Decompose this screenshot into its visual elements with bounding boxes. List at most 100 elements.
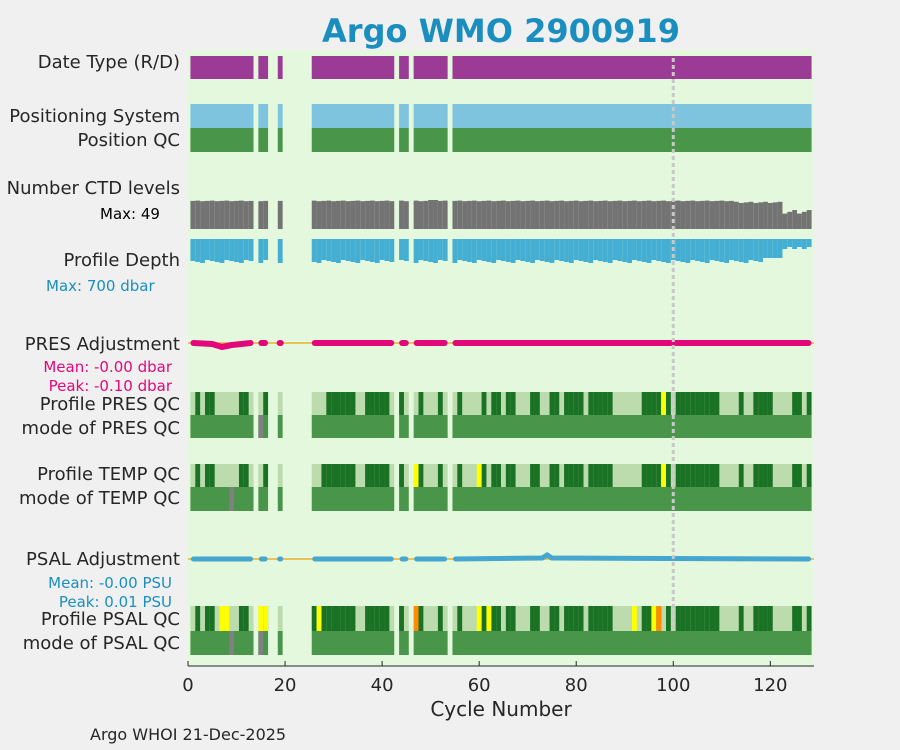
ctd-level-bar xyxy=(704,200,710,229)
qc-mixed-bar xyxy=(792,606,798,631)
ctd-level-bar xyxy=(374,201,380,229)
qc-mixed-bar xyxy=(263,392,269,415)
ctd-level-bar xyxy=(219,200,225,229)
profile-depth-bar xyxy=(695,239,700,261)
qc-mixed-bar xyxy=(496,464,501,487)
chart-title: Argo WMO 2900919 xyxy=(322,12,680,50)
qc-mixed-bar xyxy=(651,464,657,487)
ctd-level-bar xyxy=(544,200,550,229)
ctd-level-bar xyxy=(573,200,579,229)
ctd-level-bar xyxy=(369,200,375,229)
profile-depth-bar xyxy=(568,239,574,263)
qc-flagged-bar xyxy=(263,606,269,631)
ctd-level-bar xyxy=(442,200,448,229)
profile-depth-bar xyxy=(350,239,356,262)
profile-depth-bar xyxy=(758,239,764,262)
ctd-level-bar xyxy=(462,201,468,229)
ctd-level-bar xyxy=(777,201,783,229)
mode-qc-bar xyxy=(452,487,812,511)
ctd-max-label: Max: 49 xyxy=(100,205,160,223)
ctd-level-bar xyxy=(486,200,492,229)
qc-mixed-bar xyxy=(209,392,215,415)
qc-mixed-bar xyxy=(680,392,686,415)
ctd-level-bar xyxy=(433,200,438,229)
ctd-level-bar xyxy=(651,201,657,229)
date-type-bar xyxy=(399,56,409,79)
qc-mixed-bar xyxy=(646,606,652,631)
qc-mixed-bar xyxy=(753,392,759,415)
qc-mixed-bar xyxy=(384,606,390,631)
qc-mixed-bar xyxy=(195,606,201,631)
qc-mixed-bar xyxy=(340,392,346,415)
qc-mixed-bar xyxy=(379,392,385,415)
ctd-level-bar xyxy=(748,201,754,229)
qc-mixed-bar xyxy=(598,392,603,415)
qc-mixed-bar xyxy=(534,392,540,415)
profile-depth-bar xyxy=(763,239,768,258)
qc-mixed-bar xyxy=(602,464,608,487)
profile-depth-bar xyxy=(195,239,201,262)
ctd-level-bar xyxy=(617,200,623,229)
position-qc-bar xyxy=(258,128,269,152)
qc-flagged-bar xyxy=(651,606,657,631)
qc-mixed-bar xyxy=(437,464,443,487)
profile-depth-bar xyxy=(200,239,205,263)
qc-mixed-bar xyxy=(549,606,555,631)
qc-mixed-bar xyxy=(379,464,385,487)
qc-good-bar xyxy=(277,464,283,487)
positioning-system-bar xyxy=(258,104,269,128)
qc-mixed-bar xyxy=(714,464,720,487)
qc-mixed-bar xyxy=(243,464,249,487)
profile-depth-bar xyxy=(748,239,754,260)
ctd-level-bar xyxy=(695,201,700,229)
qc-mixed-bar xyxy=(690,606,696,631)
qc-mixed-bar xyxy=(374,606,380,631)
qc-mixed-bar xyxy=(384,464,390,487)
psal-peak-label: Peak: 0.01 PSU xyxy=(58,593,172,611)
profile-depth-bar xyxy=(403,239,409,261)
qc-mixed-bar xyxy=(491,392,497,415)
date-type-bar xyxy=(190,56,254,79)
x-tick-label: 80 xyxy=(565,675,588,696)
ctd-level-bar xyxy=(801,211,807,229)
qc-mixed-bar xyxy=(675,464,681,487)
qc-mixed-bar xyxy=(709,464,715,487)
profile-depth-bar xyxy=(510,239,516,263)
qc-mixed-bar xyxy=(263,464,269,487)
qc-mixed-bar xyxy=(554,464,560,487)
qc-flagged-bar xyxy=(661,464,666,487)
qc-mixed-bar xyxy=(350,606,356,631)
profile-depth-bar xyxy=(520,239,526,261)
qc-mixed-bar xyxy=(340,606,346,631)
ctd-level-bar xyxy=(452,200,458,229)
ctd-level-bar xyxy=(471,200,477,229)
qc-mixed-bar xyxy=(568,606,574,631)
date-type-bar xyxy=(452,56,812,79)
qc-mixed-bar xyxy=(564,392,569,415)
profile-depth-bar xyxy=(277,239,283,263)
qc-flagged-bar xyxy=(486,606,492,631)
ctd-level-bar xyxy=(423,200,429,229)
mode-qc-bar xyxy=(413,487,448,511)
row-label-ctd-levels: Number CTD levels xyxy=(6,178,180,199)
qc-mixed-bar xyxy=(350,392,356,415)
mode-qc-gray-bar xyxy=(229,487,235,511)
ctd-level-bar xyxy=(326,200,332,229)
position-qc-bar xyxy=(399,128,409,152)
qc-mixed-bar xyxy=(331,392,337,415)
psal-adjustment-line xyxy=(452,552,812,562)
ctd-level-bar xyxy=(690,200,696,229)
qc-mixed-bar xyxy=(602,392,608,415)
ctd-level-bar xyxy=(656,200,662,229)
position-qc-bar xyxy=(413,128,448,152)
profile-depth-bar xyxy=(399,239,404,260)
ctd-level-bar xyxy=(457,200,463,229)
ctd-level-bar xyxy=(229,201,235,229)
qc-mixed-bar xyxy=(374,392,380,415)
qc-mixed-bar xyxy=(311,606,317,631)
qc-mixed-bar xyxy=(685,606,691,631)
profile-depth-bar xyxy=(578,239,584,261)
qc-mixed-bar xyxy=(699,392,705,415)
qc-flagged-bar xyxy=(632,606,637,631)
qc-mixed-bar xyxy=(738,392,744,415)
